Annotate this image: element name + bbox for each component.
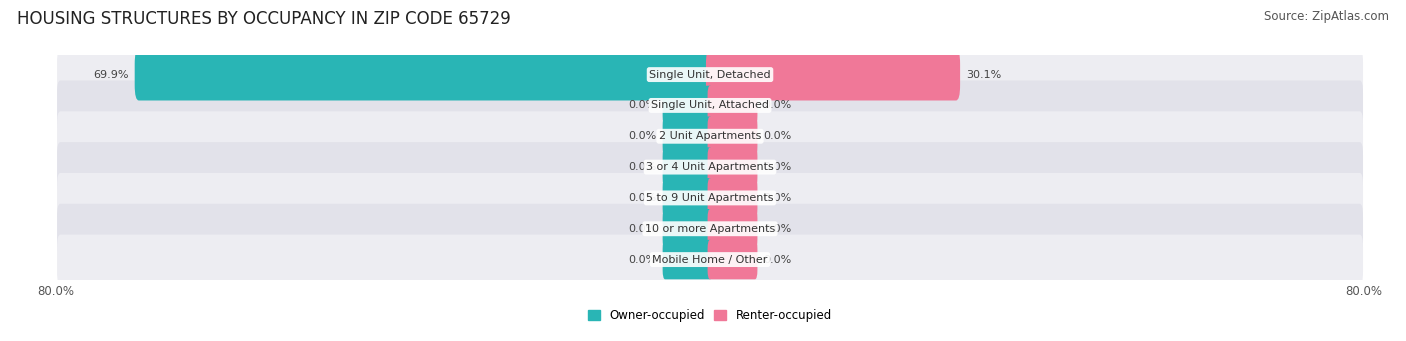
FancyBboxPatch shape bbox=[707, 209, 758, 249]
Text: 0.0%: 0.0% bbox=[763, 101, 792, 110]
FancyBboxPatch shape bbox=[58, 111, 1362, 161]
FancyBboxPatch shape bbox=[662, 147, 713, 187]
Text: 0.0%: 0.0% bbox=[628, 193, 657, 203]
FancyBboxPatch shape bbox=[58, 50, 1362, 100]
FancyBboxPatch shape bbox=[706, 49, 960, 101]
Text: Single Unit, Detached: Single Unit, Detached bbox=[650, 70, 770, 79]
Text: 0.0%: 0.0% bbox=[628, 162, 657, 172]
FancyBboxPatch shape bbox=[662, 209, 713, 249]
FancyBboxPatch shape bbox=[707, 178, 758, 218]
FancyBboxPatch shape bbox=[58, 173, 1362, 223]
FancyBboxPatch shape bbox=[58, 80, 1362, 130]
Text: 0.0%: 0.0% bbox=[763, 162, 792, 172]
Text: HOUSING STRUCTURES BY OCCUPANCY IN ZIP CODE 65729: HOUSING STRUCTURES BY OCCUPANCY IN ZIP C… bbox=[17, 10, 510, 28]
FancyBboxPatch shape bbox=[662, 117, 713, 156]
Text: Source: ZipAtlas.com: Source: ZipAtlas.com bbox=[1264, 10, 1389, 23]
FancyBboxPatch shape bbox=[707, 86, 758, 125]
Text: 0.0%: 0.0% bbox=[763, 224, 792, 234]
Text: 5 to 9 Unit Apartments: 5 to 9 Unit Apartments bbox=[647, 193, 773, 203]
Text: 0.0%: 0.0% bbox=[628, 224, 657, 234]
FancyBboxPatch shape bbox=[135, 49, 714, 101]
FancyBboxPatch shape bbox=[662, 178, 713, 218]
FancyBboxPatch shape bbox=[662, 240, 713, 279]
Text: 10 or more Apartments: 10 or more Apartments bbox=[645, 224, 775, 234]
Text: 0.0%: 0.0% bbox=[763, 193, 792, 203]
FancyBboxPatch shape bbox=[58, 235, 1362, 284]
Text: 0.0%: 0.0% bbox=[763, 255, 792, 265]
Text: Single Unit, Attached: Single Unit, Attached bbox=[651, 101, 769, 110]
Text: 0.0%: 0.0% bbox=[763, 131, 792, 141]
Text: 0.0%: 0.0% bbox=[628, 101, 657, 110]
Text: 0.0%: 0.0% bbox=[628, 131, 657, 141]
FancyBboxPatch shape bbox=[58, 204, 1362, 254]
Text: 2 Unit Apartments: 2 Unit Apartments bbox=[659, 131, 761, 141]
Legend: Owner-occupied, Renter-occupied: Owner-occupied, Renter-occupied bbox=[586, 308, 834, 323]
FancyBboxPatch shape bbox=[662, 86, 713, 125]
FancyBboxPatch shape bbox=[707, 147, 758, 187]
FancyBboxPatch shape bbox=[58, 142, 1362, 192]
Text: Mobile Home / Other: Mobile Home / Other bbox=[652, 255, 768, 265]
Text: 3 or 4 Unit Apartments: 3 or 4 Unit Apartments bbox=[647, 162, 773, 172]
Text: 0.0%: 0.0% bbox=[628, 255, 657, 265]
Text: 30.1%: 30.1% bbox=[966, 70, 1001, 79]
Text: 69.9%: 69.9% bbox=[93, 70, 129, 79]
FancyBboxPatch shape bbox=[707, 240, 758, 279]
FancyBboxPatch shape bbox=[707, 117, 758, 156]
